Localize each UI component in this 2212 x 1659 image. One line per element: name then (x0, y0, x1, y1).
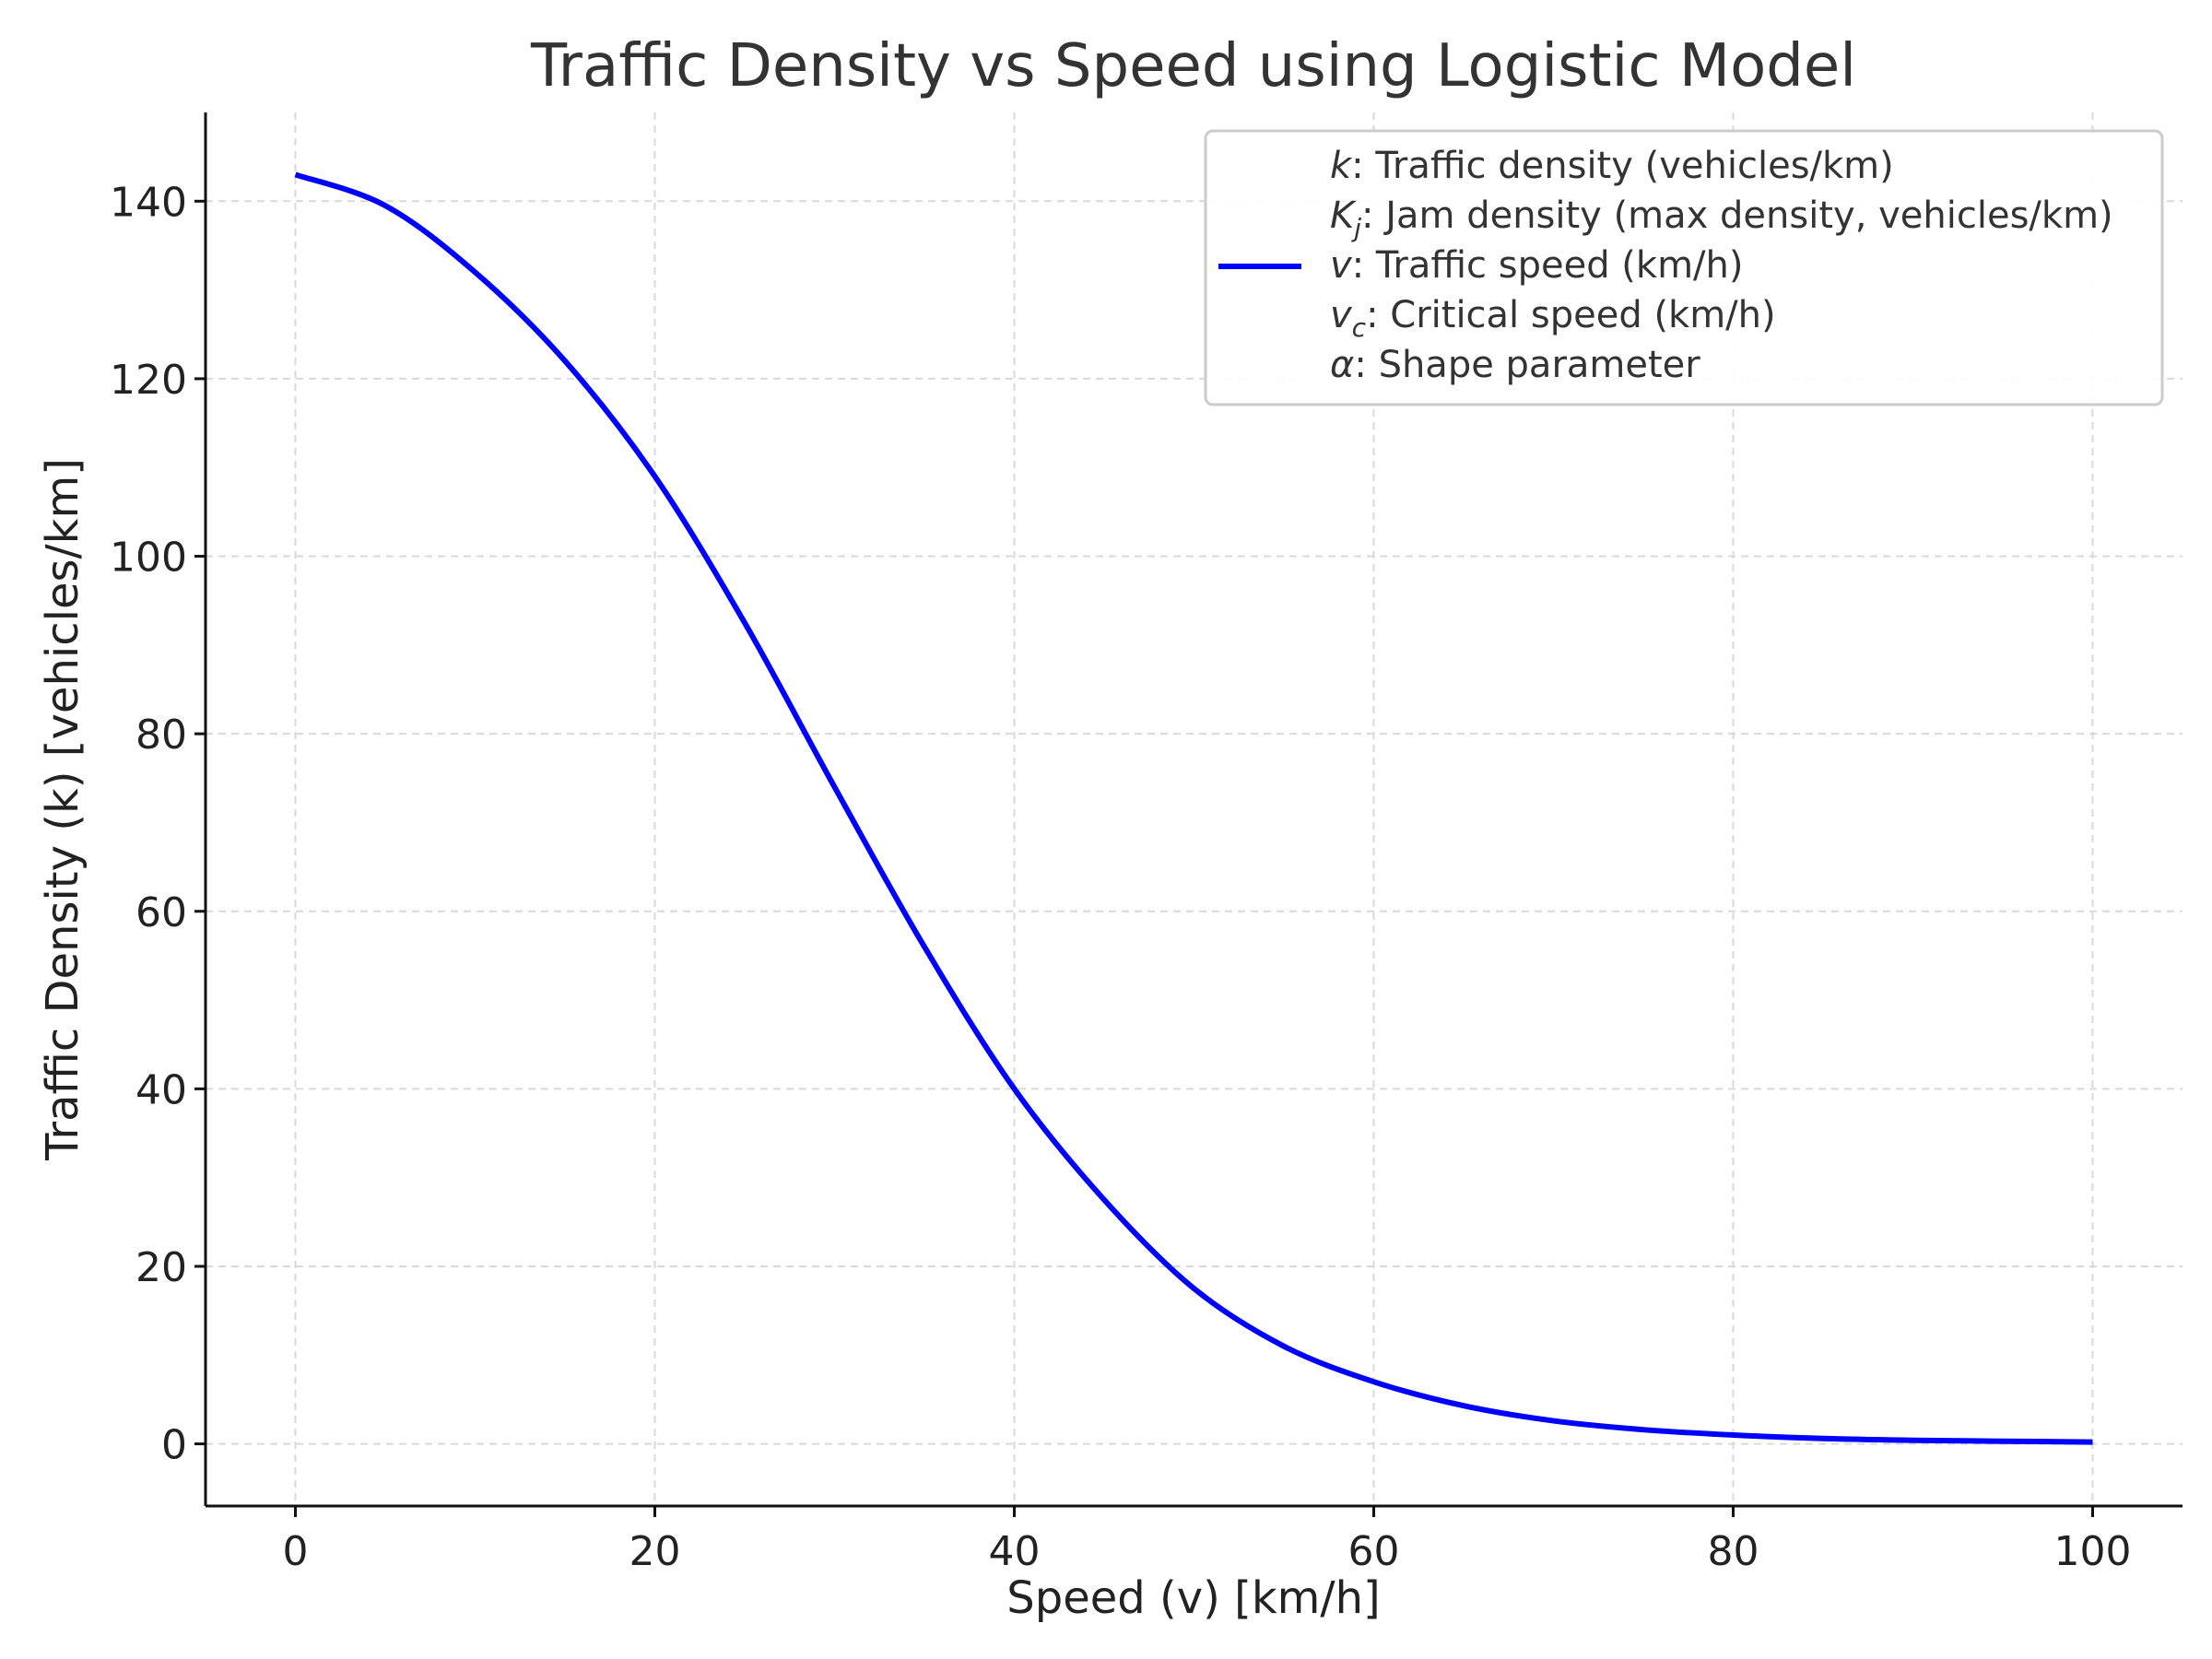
x-tick-label: 0 (283, 1528, 309, 1575)
y-tick-label: 60 (135, 889, 187, 936)
x-tick-label: 40 (989, 1528, 1041, 1575)
legend-item-label: α: Shape parameter (1330, 344, 1700, 386)
y-ticks: 0 20 40 60 80 100 120 140 (110, 179, 206, 1469)
legend-item-label: vc: Critical speed (km/h) (1330, 294, 1776, 343)
legend-items: k: Traffic density (vehicles/km) Kj: Jam … (1218, 145, 2113, 386)
x-ticks: 0 20 40 60 80 100 (283, 1506, 2132, 1575)
legend-item-label: v: Traffic speed (km/h) (1330, 244, 1743, 287)
x-axis-label: Speed (v) [km/h] (1006, 1572, 1380, 1624)
y-tick-label: 0 (161, 1422, 187, 1469)
chart-title: Traffic Density vs Speed using Logistic … (530, 32, 1856, 100)
x-tick-label: 20 (629, 1528, 681, 1575)
legend-box (1204, 129, 2164, 406)
y-tick-label: 100 (110, 535, 187, 582)
legend-item-label: Kj: Jam density (max density, vehicles/k… (1330, 194, 2113, 243)
x-tick-label: 60 (1348, 1528, 1400, 1575)
legend-item-label: k: Traffic density (vehicles/km) (1330, 145, 1894, 187)
y-tick-label: 120 (110, 357, 187, 404)
x-tick-label: 100 (2054, 1528, 2132, 1575)
series-line-traffic-density (294, 171, 2093, 1445)
y-axis-label: Traffic Density (k) [vehicles/km] (37, 458, 88, 1161)
x-tick-label: 80 (1708, 1528, 1759, 1575)
y-tick-label: 140 (110, 179, 187, 226)
y-tick-label: 40 (135, 1066, 187, 1113)
legend: k: Traffic density (vehicles/km) Kj: Jam … (1204, 129, 2164, 406)
y-tick-label: 20 (135, 1244, 187, 1291)
y-tick-label: 80 (135, 712, 187, 759)
